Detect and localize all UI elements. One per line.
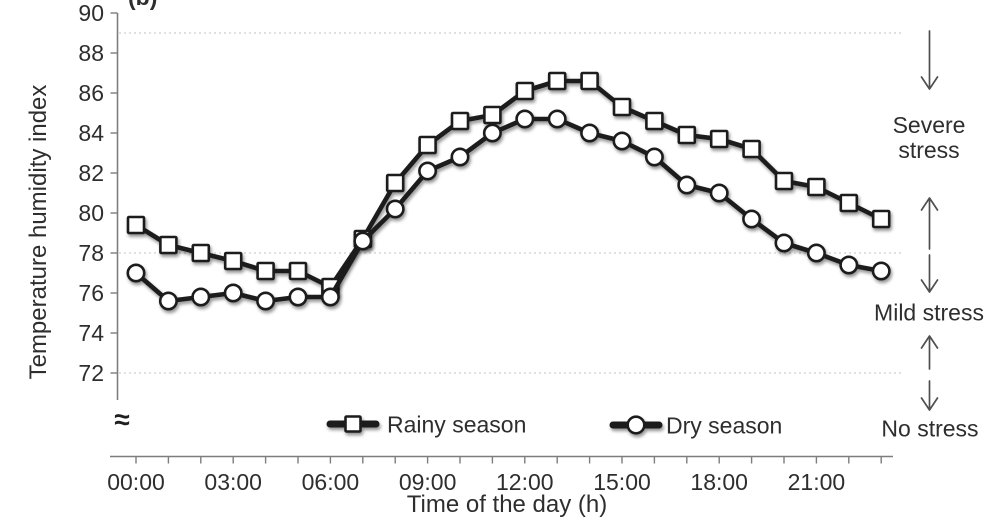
y-tick-label: 86	[78, 80, 104, 106]
square-marker	[223, 251, 243, 271]
y-tick-label: 88	[78, 40, 104, 66]
circle-marker	[191, 287, 211, 307]
circle-marker	[774, 233, 794, 253]
circle-marker	[677, 175, 697, 195]
series-rainy-season	[126, 71, 891, 297]
square-marker	[450, 111, 470, 131]
legend-marker-dry-season	[609, 415, 663, 435]
x-tick-label: 09:00	[399, 469, 457, 495]
square-marker	[839, 193, 859, 213]
square-marker	[159, 235, 178, 255]
x-tick-label: 15:00	[593, 469, 651, 495]
panel-label: (b)	[128, 0, 157, 11]
y-axis-title: Temperature humidity index	[25, 84, 52, 380]
y-tick-label: 80	[78, 200, 104, 226]
square-marker	[774, 171, 794, 191]
circle-marker	[612, 131, 632, 151]
x-axis-title: Time of the day (h)	[406, 491, 608, 518]
circle-marker	[839, 255, 859, 275]
circle-marker	[320, 287, 340, 307]
circle-marker	[353, 231, 373, 251]
series-line-rainy-season	[133, 78, 884, 290]
square-marker	[256, 261, 275, 281]
circle-marker	[742, 209, 762, 229]
circle-marker	[450, 147, 470, 167]
x-tick-label: 21:00	[788, 469, 846, 495]
circle-marker	[547, 109, 567, 129]
annotation-severe-stress: Severe stress	[892, 112, 966, 163]
y-tick-label: 72	[78, 360, 104, 386]
x-tick-label: 06:00	[302, 469, 360, 495]
square-marker	[288, 261, 308, 281]
y-tick-label: 74	[78, 320, 104, 346]
y-axis-break-symbol: ≈	[114, 404, 130, 435]
square-marker	[385, 173, 405, 193]
y-tick-label: 84	[78, 120, 104, 146]
circle-marker	[418, 161, 438, 181]
circle-marker	[580, 123, 600, 143]
square-marker	[547, 71, 567, 91]
y-tick-label: 78	[78, 240, 104, 266]
square-marker	[709, 129, 729, 149]
legend-label-dry-season: Dry season	[666, 412, 783, 439]
circle-marker	[256, 291, 276, 311]
circle-marker	[871, 261, 891, 281]
square-marker	[191, 243, 211, 263]
circle-marker	[126, 263, 146, 283]
circle-marker	[288, 287, 308, 307]
x-tick-label: 00:00	[107, 469, 165, 495]
legend-marker-rainy-season	[326, 415, 380, 433]
circle-marker	[223, 283, 243, 303]
x-tick-label: 18:00	[690, 469, 748, 495]
square-marker	[807, 177, 826, 197]
square-marker	[126, 215, 146, 235]
circle-marker	[644, 147, 664, 167]
square-marker	[515, 81, 535, 101]
y-tick-label: 90	[78, 0, 104, 26]
annotation-mild-stress: Mild stress	[874, 299, 984, 326]
x-tick-label: 12:00	[496, 469, 554, 495]
annotation-no-stress: No stress	[881, 415, 979, 442]
y-tick-label: 82	[78, 160, 104, 186]
square-marker	[418, 135, 437, 155]
circle-marker	[482, 123, 502, 143]
series-dry-season	[126, 109, 891, 311]
square-marker	[871, 209, 891, 229]
legend-label-rainy-season: Rainy season	[387, 411, 527, 438]
square-marker	[344, 415, 362, 433]
square-marker	[612, 97, 632, 117]
x-tick-label: 03:00	[204, 469, 262, 495]
circle-marker	[385, 199, 405, 219]
square-marker	[580, 71, 599, 91]
circle-marker	[158, 291, 178, 311]
series-line-dry-season	[133, 116, 884, 304]
circle-marker	[515, 109, 535, 129]
square-marker	[742, 139, 761, 159]
circle-marker	[709, 183, 729, 203]
circle-marker	[806, 243, 826, 263]
square-marker	[645, 111, 664, 131]
circle-marker	[626, 415, 646, 435]
square-marker	[483, 105, 502, 125]
square-marker	[677, 125, 697, 145]
y-tick-label: 76	[78, 280, 104, 306]
